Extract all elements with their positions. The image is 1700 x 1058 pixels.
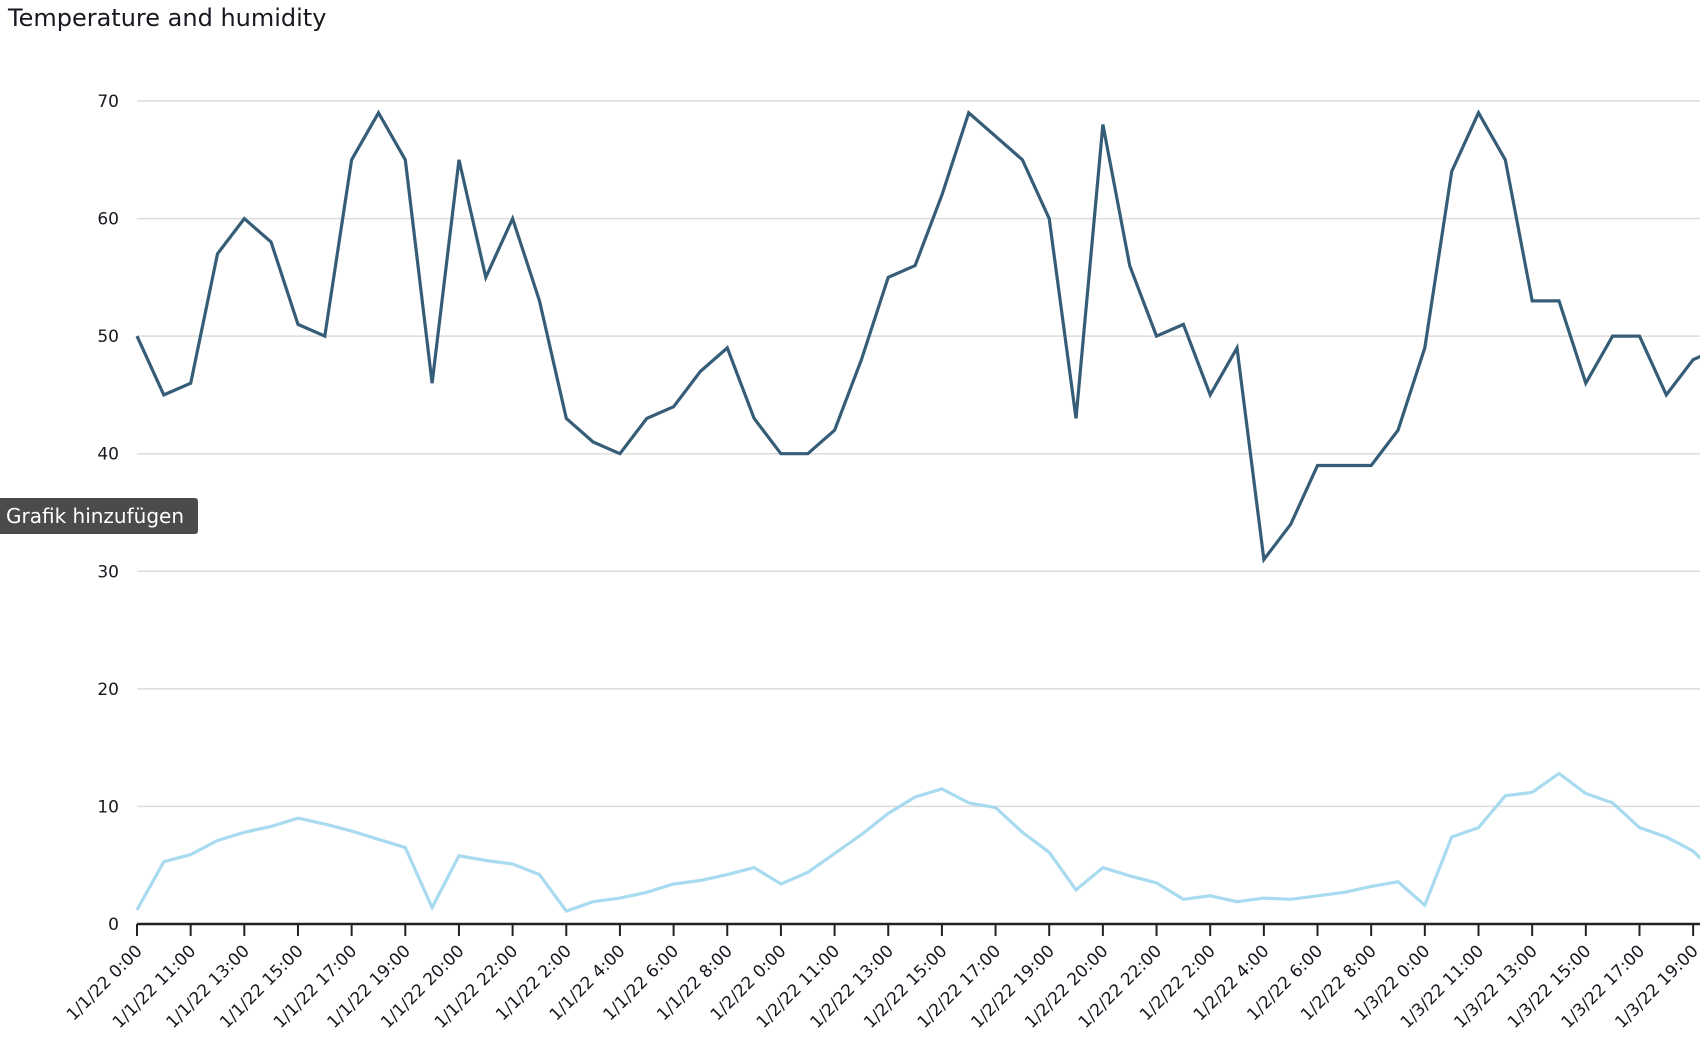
y-tick-label: 30 <box>97 562 119 582</box>
chart-title: Temperature and humidity <box>8 4 327 32</box>
humidity-series-line <box>135 771 1700 914</box>
y-tick-label: 50 <box>97 327 119 347</box>
y-tick-label: 40 <box>97 445 119 465</box>
y-tick-label: 60 <box>97 210 119 230</box>
y-tick-label: 10 <box>97 797 119 817</box>
temperature-series-line <box>135 109 1700 564</box>
y-tick-label: 70 <box>97 92 119 112</box>
y-tick-label: 0 <box>108 915 119 935</box>
add-graph-tooltip: Grafik hinzufügen <box>0 498 198 534</box>
y-tick-label: 20 <box>97 680 119 700</box>
